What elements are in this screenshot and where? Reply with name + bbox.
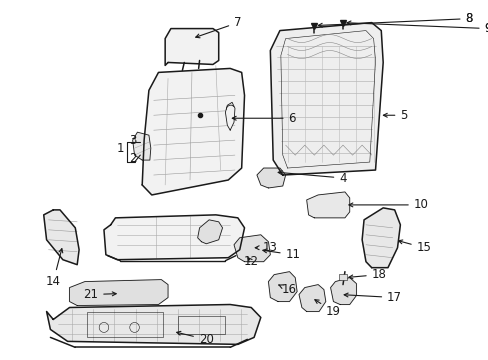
Polygon shape [299, 285, 325, 311]
Text: 7: 7 [195, 16, 241, 38]
Polygon shape [43, 210, 79, 265]
Text: 20: 20 [176, 331, 213, 346]
Text: 10: 10 [348, 198, 428, 211]
Text: 8: 8 [465, 12, 472, 25]
Text: 11: 11 [263, 248, 300, 261]
Polygon shape [306, 192, 349, 218]
Polygon shape [256, 168, 285, 188]
Polygon shape [46, 305, 260, 345]
Polygon shape [225, 102, 235, 130]
Text: 9: 9 [346, 21, 488, 35]
Text: 8: 8 [318, 12, 472, 27]
Text: 14: 14 [46, 249, 62, 288]
Polygon shape [197, 220, 222, 244]
Polygon shape [104, 215, 244, 260]
Text: 5: 5 [383, 109, 407, 122]
Text: 17: 17 [344, 291, 401, 304]
Text: 16: 16 [278, 283, 296, 296]
Bar [339, 274, 346, 280]
Text: 15: 15 [398, 240, 430, 254]
Text: 3: 3 [129, 134, 136, 147]
Polygon shape [132, 132, 150, 160]
Polygon shape [268, 272, 297, 302]
Text: 13: 13 [255, 241, 277, 254]
Polygon shape [69, 280, 168, 306]
Text: 2: 2 [129, 152, 136, 165]
Text: 9: 9 [484, 22, 488, 35]
Text: 12: 12 [244, 255, 258, 268]
Text: 21: 21 [83, 288, 116, 301]
Bar [177, 316, 225, 334]
Polygon shape [234, 235, 270, 262]
Polygon shape [142, 68, 244, 195]
Polygon shape [362, 208, 400, 268]
Text: 1: 1 [116, 141, 124, 155]
Polygon shape [330, 278, 356, 305]
Polygon shape [165, 28, 218, 66]
Text: 6: 6 [232, 112, 295, 125]
Text: 4: 4 [278, 171, 346, 185]
Text: 18: 18 [348, 268, 386, 281]
Polygon shape [270, 23, 383, 175]
Bar [86, 312, 163, 337]
Text: 19: 19 [314, 300, 340, 318]
